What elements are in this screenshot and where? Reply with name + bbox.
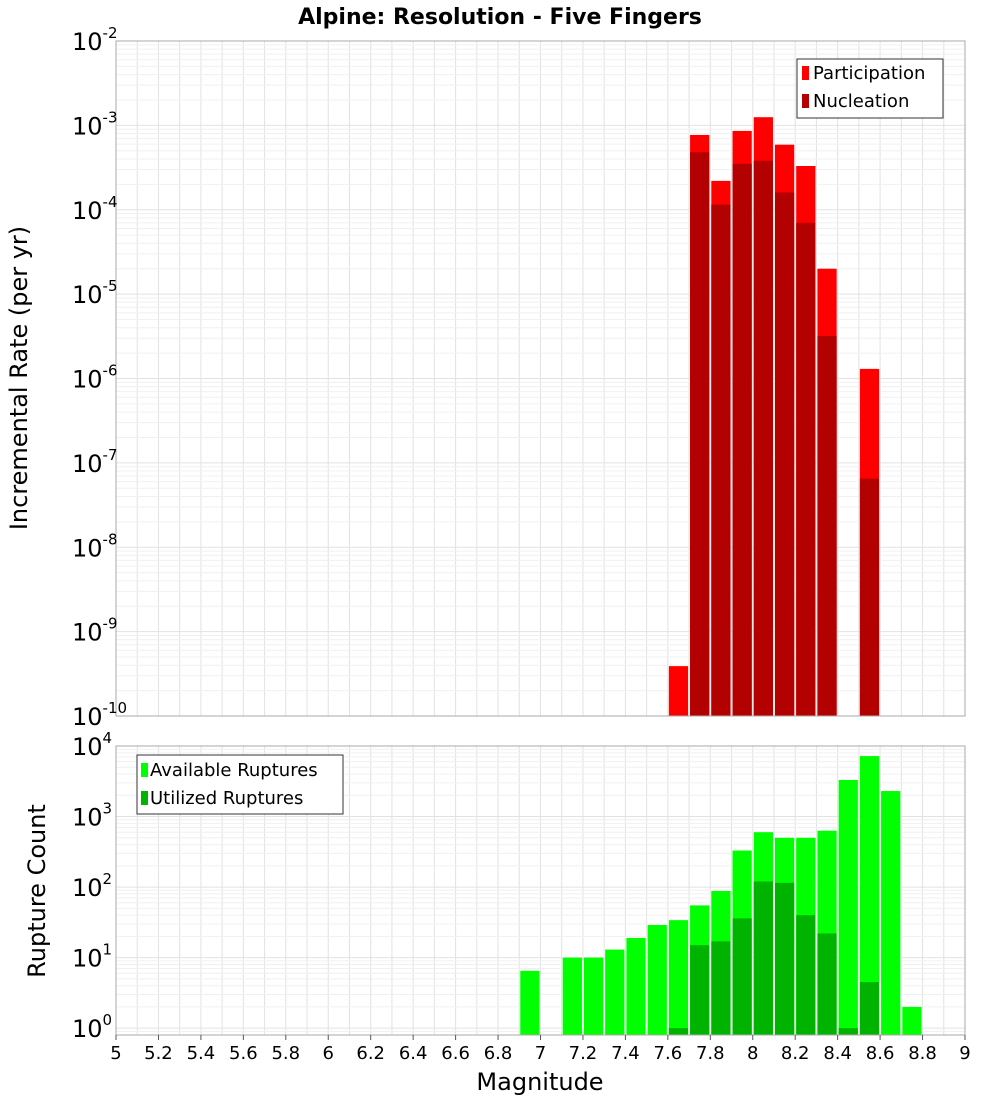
count-bar-available-ruptures (647, 925, 667, 1035)
y-tick-label: 102 (72, 870, 112, 902)
legend-swatch-utilized (141, 791, 148, 805)
legend-swatch-available (141, 763, 148, 777)
count-bar-utilized-ruptures (838, 1028, 858, 1035)
count-bar-available-ruptures (838, 779, 858, 1035)
x-tick-label: 6 (323, 1043, 334, 1064)
rate-bar-nucleation (796, 222, 816, 716)
count-bar-utilized-ruptures (732, 918, 752, 1035)
legend-label-participation: Participation (813, 63, 925, 84)
x-tick-label: 7.2 (569, 1043, 598, 1064)
rate-bar-nucleation (690, 152, 710, 716)
count-bar-available-ruptures (562, 957, 582, 1035)
x-tick-label: 8 (747, 1043, 758, 1064)
top-chart-panel: 10-10 10-9 10-8 10-7 10-6 10-5 10-4 10-3 10-2 In… (5, 24, 966, 731)
count-bar-utilized-ruptures (690, 945, 710, 1035)
bottom-legend: Available Ruptures Utilized Ruptures (136, 754, 344, 815)
x-tick-label: 8.4 (823, 1043, 852, 1064)
y-tick-label: 10-10 (72, 699, 127, 731)
x-tick-label: 7 (535, 1043, 546, 1064)
x-tick-label: 6.6 (441, 1043, 470, 1064)
count-bar-utilized-ruptures (668, 1028, 689, 1035)
rate-bar-participation (668, 666, 689, 716)
top-plot-frame (115, 40, 966, 717)
count-bar-available-ruptures (902, 1006, 922, 1035)
legend-label-available: Available Ruptures (150, 760, 318, 781)
y-tick-label: 10-7 (72, 446, 118, 478)
count-bar-available-ruptures (583, 957, 604, 1035)
y-tick-label: 10-3 (72, 108, 118, 140)
x-tick-label: 5 (110, 1043, 121, 1064)
bottom-y-axis-label: Rupture Count (23, 804, 51, 978)
top-y-axis-label: Incremental Rate (per yr) (5, 226, 33, 530)
x-tick-label: 5.2 (144, 1043, 173, 1064)
y-tick-label: 10-2 (72, 24, 118, 56)
legend-label-nucleation: Nucleation (813, 91, 909, 112)
count-bar-available-ruptures (859, 756, 880, 1035)
legend-swatch-nucleation (802, 94, 809, 108)
count-bar-available-ruptures (626, 937, 646, 1035)
count-bar-available-ruptures (668, 920, 689, 1035)
count-bar-utilized-ruptures (796, 915, 816, 1035)
legend-label-utilized: Utilized Ruptures (150, 788, 303, 809)
x-tick-label: 9 (959, 1043, 970, 1064)
y-tick-label: 10-9 (72, 615, 118, 647)
rate-bar-nucleation (817, 335, 837, 716)
x-axis-label: Magnitude (476, 1068, 603, 1096)
legend-swatch-participation (802, 66, 809, 80)
y-tick-label: 101 (72, 941, 112, 973)
y-tick-label: 10-8 (72, 530, 118, 562)
count-bar-utilized-ruptures (817, 933, 837, 1035)
y-tick-label: 104 (72, 729, 112, 761)
rate-bar-nucleation (753, 160, 773, 717)
x-tick-label: 7.6 (654, 1043, 683, 1064)
x-tick-label: 6.8 (484, 1043, 513, 1064)
y-tick-label: 100 (72, 1011, 112, 1043)
top-legend: Participation Nucleation (796, 58, 944, 119)
count-bar-utilized-ruptures (859, 982, 880, 1035)
chart-title: Alpine: Resolution - Five Fingers (298, 5, 702, 30)
x-tick-label: 5.8 (271, 1043, 300, 1064)
x-tick-label: 6.4 (399, 1043, 428, 1064)
x-tick-label: 8.8 (908, 1043, 937, 1064)
x-tick-label: 8.2 (781, 1043, 810, 1064)
count-bar-utilized-ruptures (753, 881, 773, 1035)
rate-bar-nucleation (732, 163, 752, 717)
x-tick-label: 8.6 (866, 1043, 895, 1064)
count-bar-utilized-ruptures (774, 882, 795, 1035)
x-tick-label: 5.6 (229, 1043, 258, 1064)
y-tick-label: 10-4 (72, 193, 118, 225)
bottom-chart-panel: 100 101 102 103 104 5 5.2 5.4 5.6 5.8 6 6.2 6.4 6.6 6… (23, 729, 971, 1096)
x-tick-label: 7.8 (696, 1043, 725, 1064)
rate-bar-nucleation (774, 192, 795, 717)
count-bar-utilized-ruptures (711, 941, 731, 1035)
y-tick-label: 10-5 (72, 277, 118, 309)
x-tick-label: 6.2 (356, 1043, 385, 1064)
rate-bar-nucleation (859, 478, 880, 716)
count-bar-available-ruptures (605, 949, 625, 1035)
count-bar-available-ruptures (520, 970, 540, 1035)
rate-bar-nucleation (711, 204, 731, 717)
y-tick-label: 10-6 (72, 362, 118, 394)
count-bar-available-ruptures (881, 791, 901, 1035)
x-tick-label: 7.4 (611, 1043, 640, 1064)
x-tick-label: 5.4 (187, 1043, 216, 1064)
y-tick-label: 103 (72, 800, 112, 832)
